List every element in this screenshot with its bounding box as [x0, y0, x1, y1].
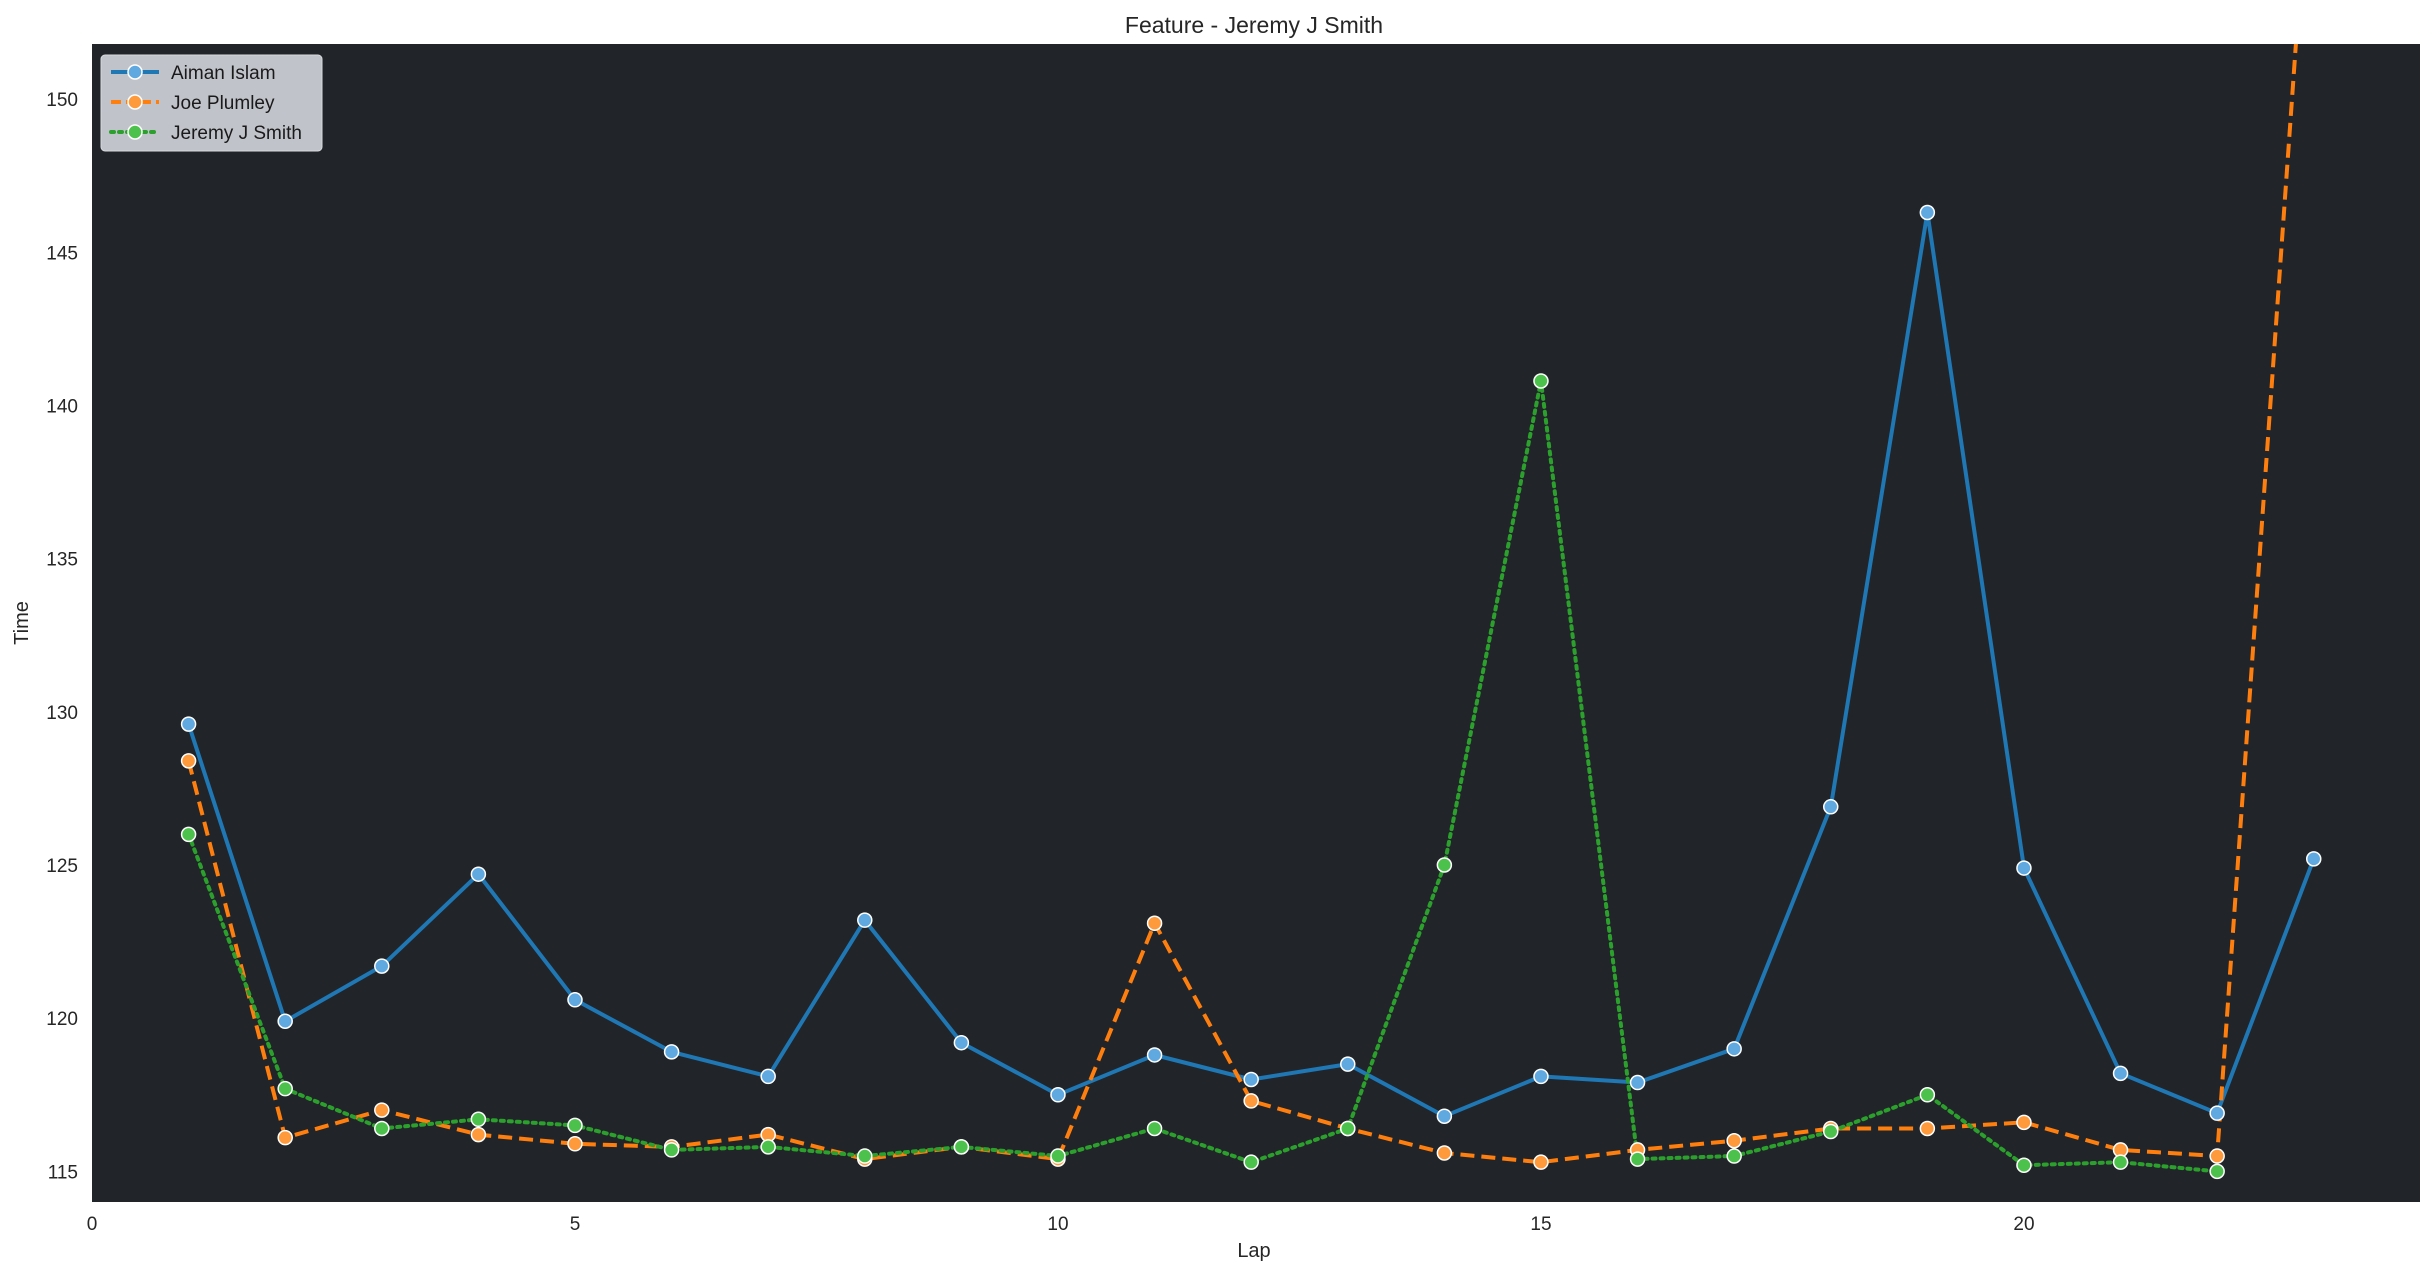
data-point [2209, 1148, 2225, 1164]
x-tick-label: 15 [1530, 1214, 1551, 1235]
data-point [2209, 1163, 2225, 1180]
data-point [1823, 1123, 1839, 1140]
y-tick-label: 125 [46, 856, 78, 877]
data-point [180, 826, 197, 843]
data-point [663, 1044, 680, 1060]
series-line-2 [186, 379, 2220, 1174]
data-point [1629, 1151, 1646, 1167]
data-point [760, 1068, 776, 1085]
legend: Aiman Islam Joe Plumley Jeremy J Smith [100, 54, 323, 152]
data-point [277, 1013, 293, 1030]
y-axis-ticks: 115 120 125 130 135 140 145 150 [46, 90, 78, 1183]
data-point [1919, 204, 1936, 221]
legend-marker [127, 124, 143, 140]
series-markers [180, 204, 2322, 1180]
data-point [857, 1148, 873, 1164]
y-axis-label: Time [11, 601, 33, 645]
x-axis-ticks: 0 5 10 15 20 [87, 1214, 2035, 1235]
y-tick-label: 140 [46, 396, 78, 417]
data-point [2016, 1114, 2032, 1131]
y-tick-label: 120 [46, 1009, 78, 1030]
x-tick-label: 0 [87, 1214, 98, 1235]
data-point [470, 1111, 487, 1128]
data-point [953, 1034, 970, 1051]
data-point [567, 1136, 583, 1152]
data-point [1436, 1108, 1453, 1124]
data-point [1629, 1074, 1646, 1091]
data-point [953, 1139, 970, 1155]
data-point [567, 1117, 583, 1134]
data-point [277, 1129, 293, 1146]
data-point [1340, 1056, 1356, 1072]
legend-marker [127, 94, 143, 110]
data-point [1243, 1154, 1259, 1170]
legend-box [100, 54, 323, 152]
data-point [470, 866, 487, 882]
data-point [1340, 1120, 1356, 1137]
data-point [1050, 1087, 1066, 1103]
data-point [374, 1120, 390, 1137]
data-point [1726, 1132, 1742, 1149]
data-point [374, 958, 390, 974]
data-point [180, 716, 197, 732]
data-point [663, 1142, 680, 1158]
data-point [1919, 1120, 1936, 1137]
data-point [2305, 851, 2322, 867]
data-point [1919, 1087, 1936, 1103]
chart-title: Feature - Jeremy J Smith [1125, 12, 1383, 38]
y-tick-label: 135 [46, 550, 78, 571]
y-tick-label: 145 [46, 243, 78, 264]
x-tick-label: 10 [1047, 1214, 1068, 1235]
data-point [1050, 1148, 1066, 1164]
data-point [1726, 1041, 1742, 1057]
data-point [1726, 1148, 1742, 1164]
legend-label: Jeremy J Smith [171, 123, 302, 144]
data-point [567, 992, 583, 1008]
data-point [277, 1080, 293, 1097]
x-axis-label: Lap [1237, 1240, 1270, 1262]
data-point [1146, 1047, 1163, 1063]
plot-area [92, 44, 2420, 1202]
data-point [1146, 1120, 1163, 1137]
x-tick-label: 20 [2013, 1214, 2034, 1235]
data-point [1243, 1071, 1259, 1088]
data-point [1436, 1145, 1453, 1161]
data-point [2016, 860, 2032, 876]
data-point [1823, 799, 1839, 815]
data-point [1533, 1154, 1549, 1170]
legend-marker [127, 64, 143, 80]
data-point [2112, 1065, 2129, 1082]
data-point [1533, 373, 1549, 389]
y-tick-label: 150 [46, 90, 78, 111]
legend-label: Aiman Islam [171, 63, 276, 84]
series-line-1 [186, 44, 2298, 1165]
data-point [1146, 915, 1163, 931]
data-point [2112, 1154, 2129, 1170]
data-point [1243, 1093, 1259, 1109]
data-point [760, 1139, 776, 1155]
data-point [374, 1102, 390, 1118]
data-point [1533, 1068, 1549, 1085]
data-point [2016, 1157, 2032, 1173]
y-tick-label: 115 [48, 1162, 78, 1183]
y-tick-label: 130 [46, 703, 78, 724]
data-point [857, 912, 873, 928]
data-point [2209, 1105, 2225, 1121]
data-point [1436, 857, 1453, 873]
legend-label: Joe Plumley [171, 93, 275, 114]
x-tick-label: 5 [570, 1214, 581, 1235]
data-point [470, 1126, 487, 1143]
data-point [180, 753, 197, 769]
